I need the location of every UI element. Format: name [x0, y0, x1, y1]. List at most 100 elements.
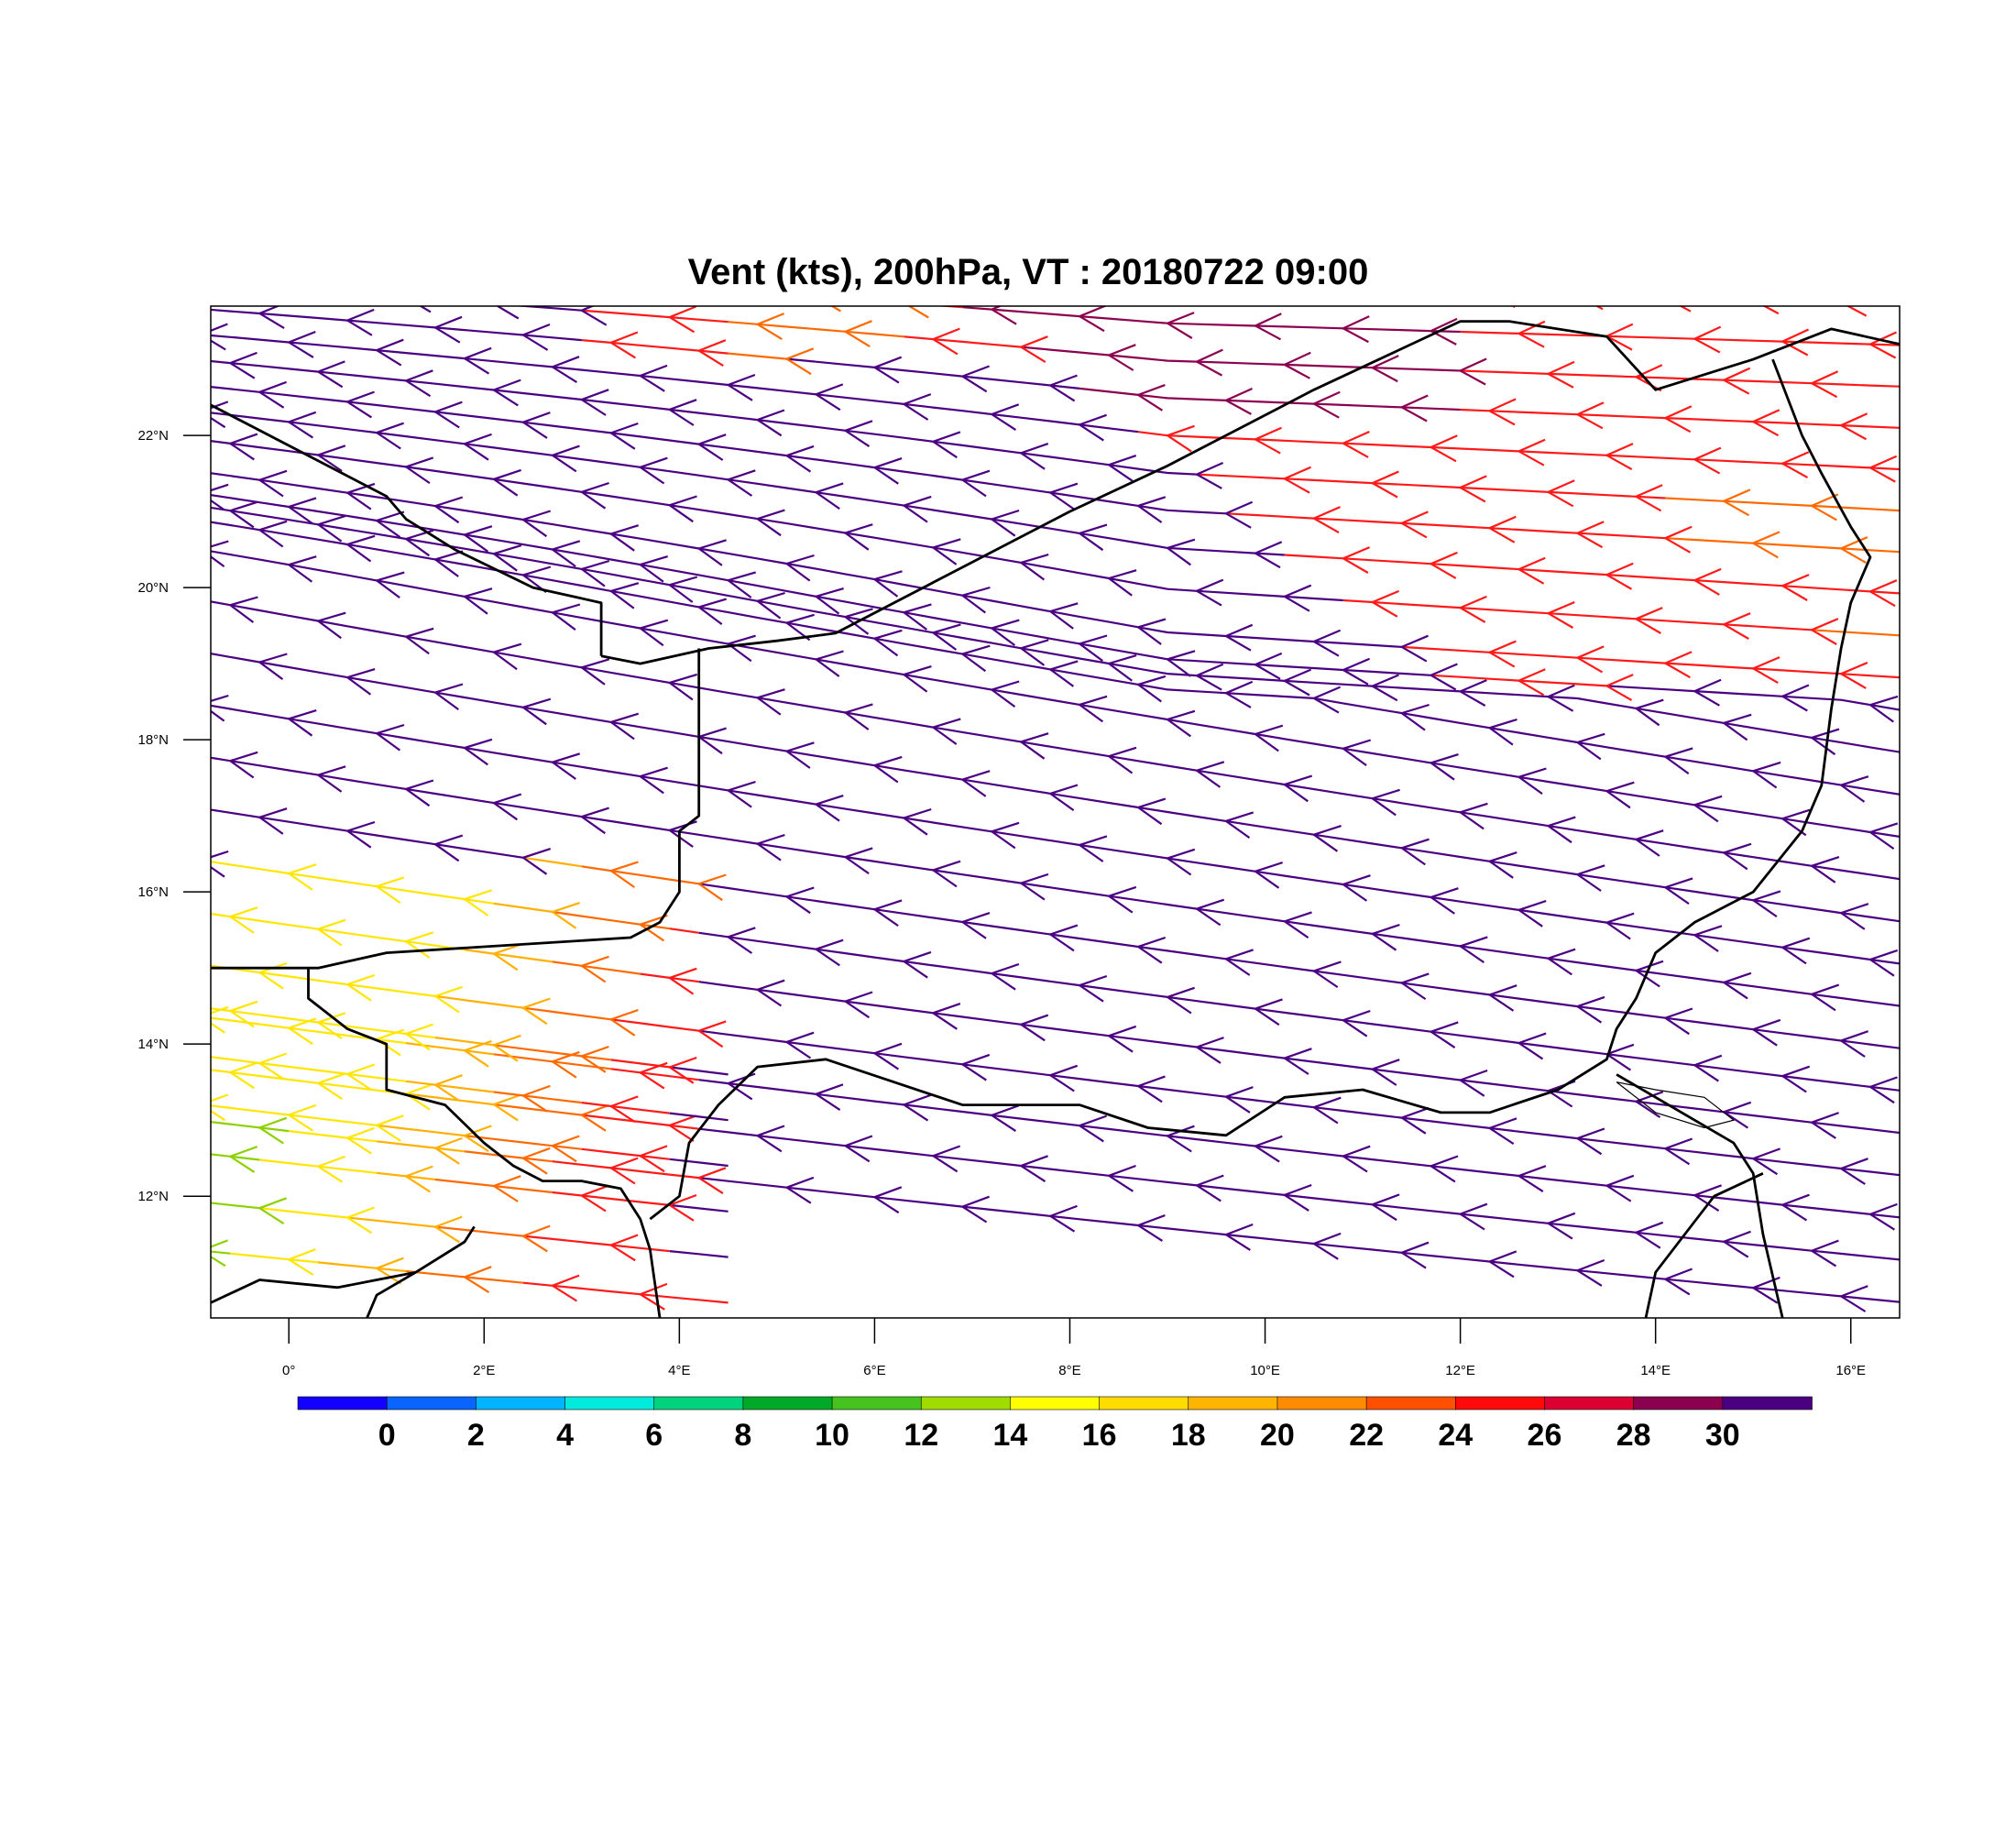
streamline-arrowhead — [1458, 1069, 1488, 1097]
streamline-arrowhead — [1255, 200, 1281, 225]
streamline-arrowhead — [729, 89, 754, 115]
streamline-arrowhead — [1574, 521, 1605, 549]
streamline-segment — [211, 1104, 378, 1126]
streamline-segment — [1461, 137, 1988, 139]
streamline-arrowhead — [520, 1084, 551, 1113]
streamline-arrowhead — [611, 59, 637, 84]
streamline-arrowhead — [227, 1146, 258, 1173]
streamline-arrowhead — [755, 409, 785, 437]
streamline-arrowhead — [520, 1224, 551, 1253]
streamline-arrowhead — [1253, 426, 1282, 455]
streamline-segment — [142, 129, 581, 132]
streamline-segment — [729, 227, 875, 234]
streamline-arrowhead — [667, 495, 697, 523]
country-border — [600, 320, 1900, 665]
streamline-arrowhead — [1870, 84, 1896, 110]
streamline-arrowhead — [1018, 732, 1049, 760]
streamline-arrowhead — [1223, 949, 1254, 976]
streamline-segment — [1461, 293, 1988, 307]
streamline-segment — [582, 221, 729, 227]
streamline-arrowhead — [930, 1145, 961, 1173]
streamline-segment — [211, 1016, 407, 1045]
streamline-arrowhead — [462, 346, 492, 375]
streamline-arrowhead — [1370, 355, 1399, 383]
streamline-segment — [211, 653, 1900, 923]
streamline-segment — [582, 102, 699, 103]
streamline-arrowhead — [1662, 1137, 1693, 1166]
map-frame — [210, 305, 1901, 1319]
country-border — [211, 403, 603, 656]
streamline-segment — [729, 164, 787, 165]
streamline-arrowhead — [1106, 455, 1137, 482]
streamline-arrowhead — [1311, 629, 1342, 657]
streamline-arrowhead — [1077, 634, 1108, 662]
streamline-arrowhead — [1574, 732, 1605, 761]
streamline — [211, 850, 1900, 1104]
streamline-arrowhead — [901, 950, 932, 979]
streamline-segment — [1461, 254, 1988, 264]
streamline-arrowhead — [1282, 1183, 1312, 1212]
streamline-arrowhead — [1077, 413, 1107, 442]
streamline-arrowhead — [1429, 753, 1459, 781]
streamline-arrowhead — [726, 634, 756, 663]
streamline — [211, 469, 1956, 694]
streamline-arrowhead — [1490, 46, 1516, 71]
streamline-arrowhead — [1341, 315, 1370, 344]
country-border — [211, 648, 701, 970]
streamline-arrowhead — [1692, 678, 1722, 707]
x-tick-label: 4°E — [668, 1363, 690, 1378]
streamline — [211, 1093, 729, 1173]
streamline-segment — [610, 1018, 699, 1032]
streamline-arrowhead — [201, 247, 227, 272]
streamline-arrowhead — [259, 64, 285, 90]
streamline-arrowhead — [1077, 1114, 1107, 1143]
streamline-arrowhead — [1370, 788, 1400, 817]
streamline — [211, 906, 1900, 1139]
streamline-arrowhead — [989, 403, 1020, 432]
streamline-arrowhead — [230, 195, 256, 221]
streamline-arrowhead — [227, 1000, 258, 1028]
streamline-arrowhead — [843, 991, 873, 1019]
streamline — [211, 1146, 729, 1222]
streamline-arrowhead — [1762, 306, 1780, 315]
streamline-arrowhead — [1606, 204, 1632, 230]
streamline-arrowhead — [1868, 695, 1899, 723]
streamline-arrowhead — [377, 173, 402, 199]
streamline-arrowhead — [696, 598, 728, 625]
streamline-arrowhead — [901, 1093, 932, 1122]
streamline-arrowhead — [1838, 1030, 1868, 1058]
streamline-arrowhead — [814, 482, 844, 510]
streamline-segment — [434, 1037, 495, 1047]
streamline-arrowhead — [638, 555, 669, 583]
streamline-arrowhead — [1223, 811, 1255, 839]
streamline-arrowhead — [1165, 709, 1196, 738]
streamline-arrowhead — [1487, 398, 1517, 426]
streamline-arrowhead — [874, 155, 900, 181]
streamline-segment — [846, 200, 1461, 215]
streamline-arrowhead — [523, 148, 549, 174]
streamline-arrowhead — [315, 1012, 346, 1040]
streamline-arrowhead — [1194, 663, 1224, 691]
streamline-arrowhead — [1402, 163, 1428, 189]
streamline-arrowhead — [315, 765, 346, 793]
streamline-arrowhead — [257, 1197, 287, 1225]
streamline-arrowhead — [435, 61, 461, 87]
x-tick-label: 2°E — [473, 1363, 495, 1378]
streamline-arrowhead — [1838, 1285, 1868, 1312]
streamline-arrowhead — [1194, 461, 1224, 489]
streamline-arrowhead — [1929, 668, 1956, 694]
streamline-arrowhead — [1194, 578, 1224, 607]
streamline-arrowhead — [901, 807, 932, 836]
streamline-segment — [1079, 387, 1461, 412]
streamline-arrowhead — [1282, 351, 1311, 379]
streamline-arrowhead — [1311, 1232, 1342, 1260]
streamline-arrowhead — [403, 369, 433, 398]
streamline-arrowhead — [1018, 873, 1049, 901]
streamline-arrowhead — [933, 122, 959, 148]
streamline-arrowhead — [227, 500, 258, 529]
streamline-arrowhead — [1165, 312, 1195, 339]
streamline-arrowhead — [959, 770, 991, 797]
streamline-arrowhead — [608, 712, 640, 741]
streamline-arrowhead — [1373, 124, 1398, 149]
streamline-arrowhead — [608, 582, 640, 609]
